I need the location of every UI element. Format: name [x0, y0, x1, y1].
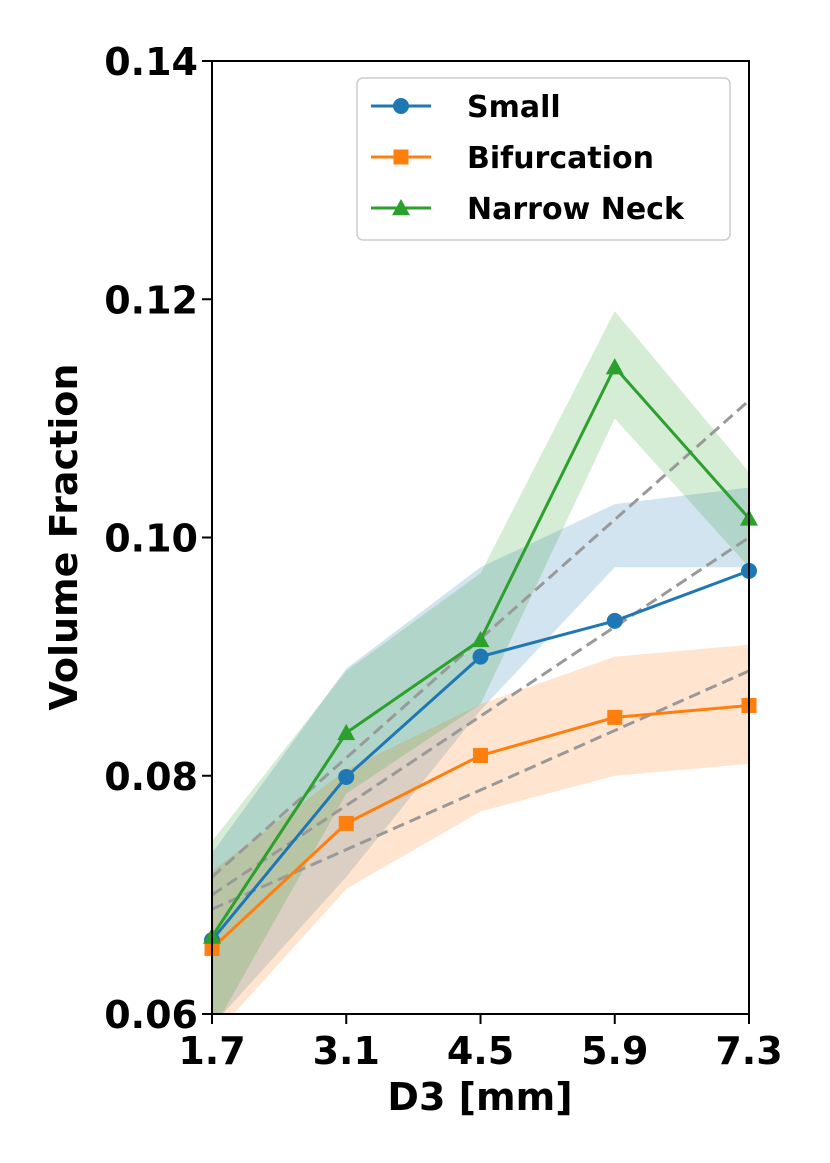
x-tick-label: 7.3 — [715, 1029, 782, 1073]
y-tick-label: 0.08 — [104, 755, 198, 799]
narrow-neck-point — [471, 630, 490, 648]
x-tick-label: 4.5 — [447, 1029, 514, 1073]
small-band — [212, 487, 749, 1014]
small-point — [606, 612, 623, 629]
legend-narrow-neck-marker — [392, 199, 410, 216]
bifurcation-point — [607, 709, 623, 725]
legend-bifurcation-label: Bifurcation — [467, 141, 654, 176]
y-axis-title: Volume Fraction — [42, 364, 86, 711]
confidence-bands — [212, 311, 749, 1014]
y-axis-ticks: 0.06 0.08 0.10 0.12 0.14 — [104, 40, 212, 1037]
narrow-neck-point — [337, 723, 356, 741]
bifurcation-trend-line — [212, 669, 749, 911]
narrow-neck-point — [605, 358, 624, 375]
small-point — [472, 648, 489, 665]
legend-small-label: Small — [467, 90, 561, 125]
bifurcation-band — [212, 644, 749, 1014]
narrow-neck-trend-line — [212, 399, 749, 879]
x-axis-ticks: 1.7 3.1 4.5 5.9 7.3 — [178, 1014, 783, 1073]
legend-box — [356, 77, 731, 241]
trend-lines — [212, 399, 749, 911]
y-tick-label: 0.06 — [104, 993, 198, 1037]
y-tick-label: 0.12 — [104, 278, 198, 322]
legend-narrow-neck-label: Narrow Neck — [467, 192, 685, 227]
x-tick-label: 5.9 — [581, 1029, 648, 1073]
y-tick-label: 0.14 — [104, 40, 198, 84]
bifurcation-point — [473, 747, 488, 763]
small-point — [338, 768, 355, 785]
legend-bifurcation-marker — [393, 149, 409, 165]
x-tick-label: 3.1 — [313, 1029, 380, 1073]
x-axis-title: D3 [mm] — [387, 1075, 572, 1119]
legend: Small Bifurcation Narrow Neck — [356, 77, 731, 241]
y-tick-label: 0.10 — [104, 517, 198, 561]
x-tick-label: 1.7 — [178, 1029, 245, 1073]
bifurcation-point — [338, 815, 354, 831]
legend-small-marker — [393, 98, 409, 114]
